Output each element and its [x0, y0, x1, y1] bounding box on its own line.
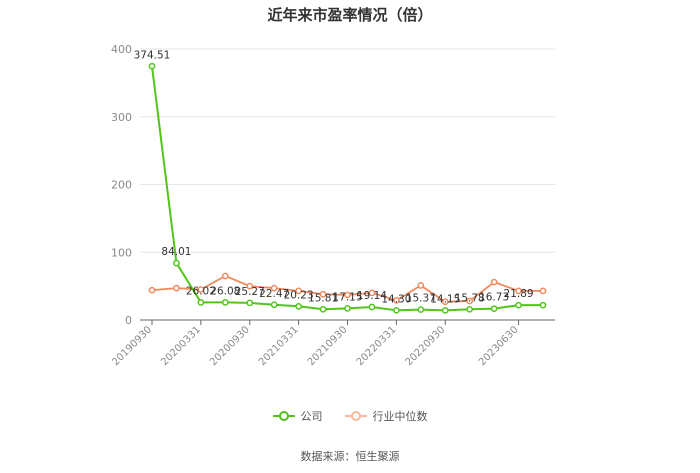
company-data-point [368, 303, 376, 311]
legend: 公司 行业中位数 [0, 408, 700, 424]
company-data-label: 17.15 [332, 291, 362, 303]
x-tick-label: 20190930 [110, 324, 154, 368]
company-data-label: 26.08 [210, 285, 240, 297]
company-data-label: 14.30 [381, 293, 411, 305]
industry-data-point [441, 298, 449, 306]
y-tick-label: 100 [111, 246, 132, 259]
x-tick-label: 20210331 [257, 324, 301, 368]
industry-data-point [221, 272, 229, 280]
chart-title: 近年来市盈率情况（倍） [267, 6, 433, 24]
industry-data-point [515, 287, 522, 295]
industry-data-point [173, 284, 180, 292]
industry-data-point [539, 287, 547, 295]
industry-data-point [148, 286, 156, 294]
y-tick-label: 200 [111, 179, 132, 192]
legend-industry-label: 行业中位数 [372, 410, 428, 423]
industry-data-point [197, 286, 205, 293]
company-data-point [246, 299, 254, 307]
company-data-point [466, 305, 474, 313]
company-data-label: 15.81 [308, 292, 338, 304]
x-tick-label: 20220331 [355, 324, 399, 368]
company-data-point [295, 302, 302, 310]
company-data-point [393, 306, 400, 314]
industry-data-point [319, 290, 327, 298]
y-tick-label: 0 [125, 314, 132, 327]
legend-item-company[interactable]: 公司 [272, 408, 323, 424]
legend-company-icon [272, 411, 295, 421]
company-data-label: 25.27 [235, 286, 265, 298]
industry-data-point [466, 297, 474, 305]
company-data-label: 16.73 [479, 292, 509, 304]
y-tick-label: 300 [111, 111, 132, 124]
company-data-label: 20.23 [284, 289, 314, 301]
company-data-label: 21.89 [504, 288, 534, 300]
company-data-point [539, 301, 547, 309]
x-tick-label: 20200331 [159, 324, 203, 368]
company-series-line [151, 66, 543, 312]
x-tick-label: 20200930 [208, 324, 252, 368]
company-data-point [148, 62, 156, 70]
legend-industry-icon [344, 411, 367, 421]
company-data-point [197, 299, 205, 306]
industry-data-point [246, 282, 254, 290]
y-tick-label: 400 [111, 43, 132, 56]
industry-data-point [393, 297, 400, 304]
company-data-point [221, 298, 229, 306]
industry-data-point [368, 289, 376, 297]
industry-data-point [270, 284, 278, 292]
legend-company-label: 公司 [300, 410, 323, 423]
company-data-point [319, 305, 327, 313]
company-data-label: 15.37 [406, 293, 436, 305]
x-tick-label: 20210930 [306, 324, 350, 368]
x-tick-label: 20220930 [404, 324, 448, 368]
industry-data-point [417, 282, 425, 289]
industry-data-point [490, 278, 498, 286]
company-data-label: 15.78 [455, 292, 485, 304]
company-data-point [490, 305, 498, 313]
x-tick-label: 20230630 [477, 324, 521, 368]
company-data-point [344, 305, 351, 312]
company-data-label: 374.51 [134, 49, 171, 61]
industry-data-point [344, 291, 351, 299]
company-data-point [173, 259, 180, 267]
source-note: 数据来源：恒生聚源 [300, 450, 400, 463]
industry-data-point [295, 287, 302, 295]
company-data-label: 84.01 [161, 246, 191, 258]
company-data-point [417, 306, 425, 313]
company-data-label: 22.47 [259, 288, 289, 300]
company-data-point [441, 307, 449, 314]
company-data-point [270, 301, 278, 309]
legend-item-industry[interactable]: 行业中位数 [344, 408, 428, 424]
company-data-label: 14.15 [430, 293, 460, 305]
company-data-point [515, 301, 522, 309]
company-data-label: 19.14 [357, 290, 387, 302]
company-data-label: 26.02 [186, 285, 216, 297]
